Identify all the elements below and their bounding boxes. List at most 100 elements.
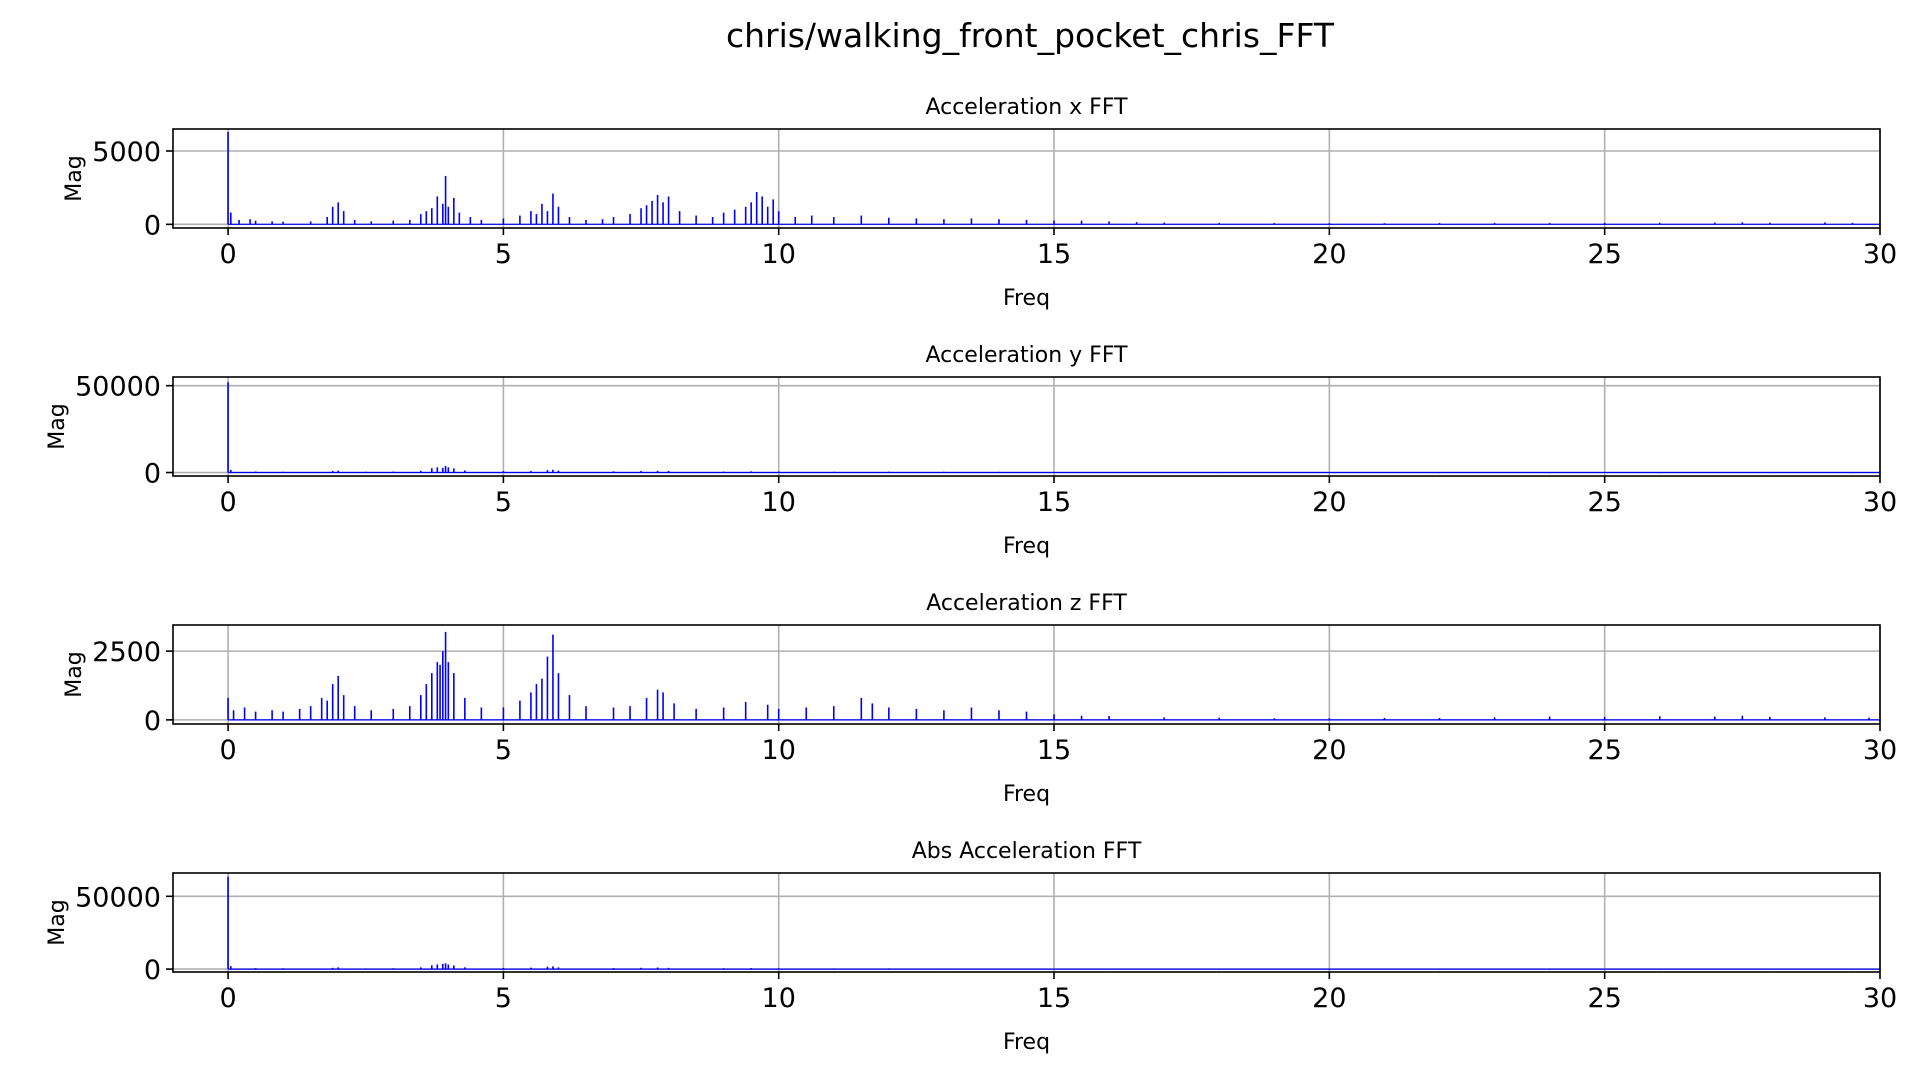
fft-bar <box>761 196 763 225</box>
fft-bar <box>777 708 780 720</box>
y-tick-label: 0 <box>144 955 161 986</box>
fft-bar <box>337 470 339 473</box>
fft-bar <box>331 470 334 473</box>
fft-bar <box>442 467 444 473</box>
fft-bar <box>557 206 560 225</box>
fft-bar <box>436 467 439 473</box>
fft-bar <box>832 706 835 720</box>
fft-bar <box>442 651 444 720</box>
fft-bar <box>915 708 918 720</box>
fft-bar <box>1080 220 1083 225</box>
fft-bar <box>1714 222 1716 225</box>
fft-bar <box>227 876 229 970</box>
fft-bar <box>442 203 444 225</box>
fft-bar <box>970 218 973 225</box>
fft-bar <box>444 175 447 225</box>
fft-bar <box>766 206 769 225</box>
x-tick-label: 15 <box>1037 239 1071 270</box>
fft-bar <box>425 684 428 720</box>
fft-bar <box>1273 223 1276 225</box>
fft-bar <box>464 967 466 970</box>
fft-bar <box>943 219 945 225</box>
fft-bar <box>342 211 345 225</box>
fft-bar <box>998 710 1000 720</box>
fft-bar <box>612 707 615 720</box>
fft-bar <box>552 634 554 720</box>
fft-bar <box>667 196 670 225</box>
fft-bar <box>447 964 450 970</box>
x-tick-label: 15 <box>1037 487 1071 518</box>
fft-bar <box>227 382 229 473</box>
fft-bar <box>629 706 631 720</box>
fft-bar <box>915 218 918 225</box>
y-axis-label: Mag <box>45 899 70 945</box>
fft-bar <box>436 964 439 970</box>
fft-bar <box>1273 718 1276 720</box>
fft-bar <box>1658 222 1661 225</box>
x-tick-label: 25 <box>1587 735 1621 766</box>
x-tick-label: 25 <box>1587 983 1621 1014</box>
fft-bar <box>444 465 447 473</box>
x-tick-label: 30 <box>1863 487 1897 518</box>
fft-bar <box>464 470 466 473</box>
fft-bar <box>320 697 323 720</box>
fft-bar <box>408 219 411 225</box>
x-tick-label: 15 <box>1037 983 1071 1014</box>
x-tick-label: 0 <box>219 735 236 766</box>
fft-bar <box>546 470 549 473</box>
fft-bar <box>1493 222 1496 225</box>
fft-bar <box>1868 717 1870 720</box>
x-axis-label: Freq <box>1003 286 1050 311</box>
fft-bar <box>860 215 863 225</box>
x-tick-label: 30 <box>1863 239 1897 270</box>
fft-bar <box>238 219 240 225</box>
x-tick-label: 10 <box>762 487 796 518</box>
fft-bar <box>458 212 461 225</box>
fft-bar <box>502 707 505 720</box>
fft-bar <box>585 219 587 225</box>
fft-bar <box>436 196 439 225</box>
fft-bar <box>810 215 813 225</box>
fft-bar <box>444 963 447 970</box>
fft-bar <box>1493 717 1496 720</box>
y-tick-label: 2500 <box>92 637 161 668</box>
fft-bar <box>326 700 328 720</box>
fft-bar <box>337 675 339 720</box>
fft-bar <box>419 967 422 970</box>
fft-bar <box>230 469 232 473</box>
fft-bar <box>431 965 433 970</box>
fft-bar <box>640 967 642 970</box>
fft-bar <box>662 202 664 225</box>
fft-bar <box>645 697 648 720</box>
x-tick-label: 0 <box>219 487 236 518</box>
fft-bar <box>298 708 301 720</box>
x-tick-label: 20 <box>1312 239 1346 270</box>
fft-bar <box>943 710 945 720</box>
fft-bar <box>656 470 659 473</box>
fft-bar <box>1603 716 1606 720</box>
fft-bar <box>439 664 441 720</box>
fft-bar <box>431 208 433 225</box>
x-tick-label: 20 <box>1312 735 1346 766</box>
subplot-4: 0 5 10 15 20 25 30 0 50000 Abs Acceleration FFT Fr… <box>45 839 1897 1055</box>
subplot-title: Acceleration x FFT <box>925 95 1128 120</box>
fft-bar <box>425 211 428 225</box>
fft-bar <box>227 131 229 225</box>
fft-bar <box>645 205 648 225</box>
fft-bar <box>309 706 312 720</box>
fft-bar <box>722 707 725 720</box>
fft-bar <box>1603 222 1606 225</box>
fft-bar <box>1548 223 1551 225</box>
fft-bar <box>1438 717 1441 720</box>
subplot-3: 0 5 10 15 20 25 30 0 2500 Acceleration z FFT Freq M… <box>62 591 1897 807</box>
y-axis-label: Mag <box>45 403 70 449</box>
x-tick-label: 30 <box>1863 983 1897 1014</box>
x-tick-label: 10 <box>762 983 796 1014</box>
axes-frame <box>172 872 1881 973</box>
fft-bar <box>805 707 808 720</box>
fft-bar <box>744 702 747 720</box>
subplot-title: Abs Acceleration FFT <box>912 839 1142 864</box>
fft-bar <box>353 706 356 720</box>
fft-bar <box>552 193 554 225</box>
fft-bar <box>392 708 395 720</box>
